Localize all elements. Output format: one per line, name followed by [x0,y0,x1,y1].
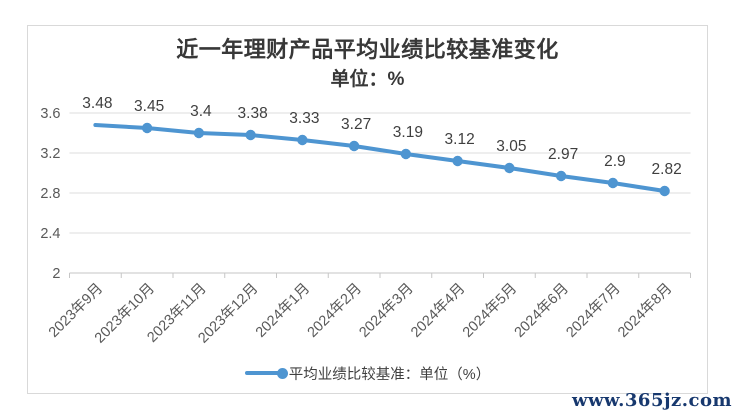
legend-label: 平均业绩比较基准：单位（%） [288,366,491,383]
chart-legend: 平均业绩比较基准：单位（%） [27,363,708,383]
chart-title: 近一年理财产品平均业绩比较基准变化 [176,37,559,62]
chart-card: 近一年理财产品平均业绩比较基准变化 单位：% [27,25,708,394]
watermark-link[interactable]: www.365jz.com [571,390,732,411]
legend-line-icon [244,371,281,375]
legend-series-swatch [244,367,288,379]
legend-marker-icon [276,367,288,379]
chart-subtitle: 单位：% [330,69,405,90]
